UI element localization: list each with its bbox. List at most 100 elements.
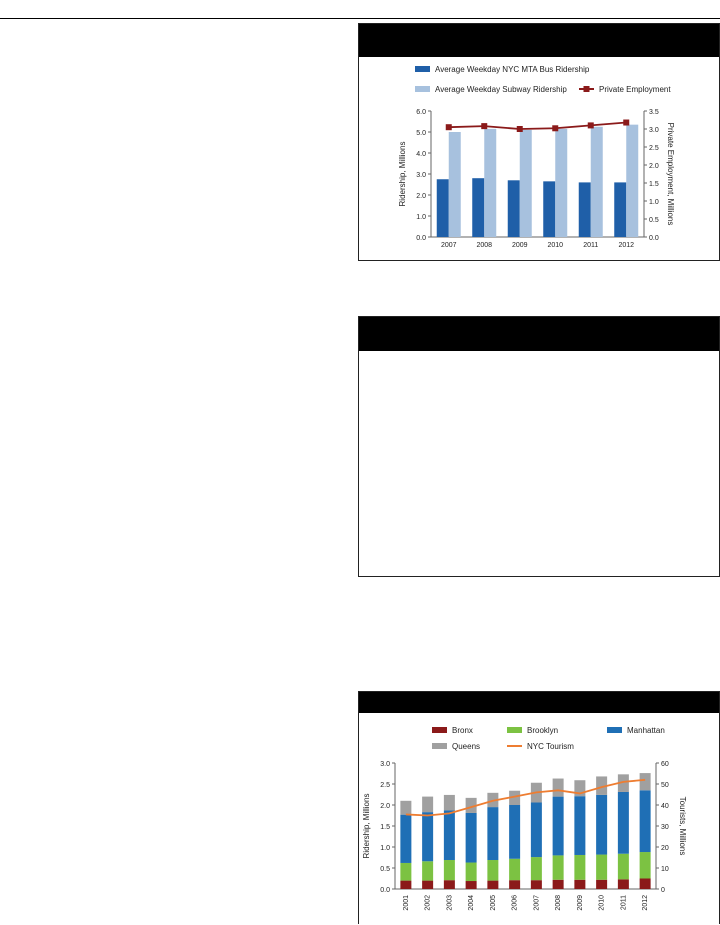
bar-manhattan-2008 xyxy=(552,796,564,856)
y-tick-label: 6.0 xyxy=(416,109,426,116)
legend-swatch-average-weekday-subway-ridership xyxy=(415,86,430,92)
bar-bronx-2004 xyxy=(465,881,477,889)
bar-brooklyn-2012 xyxy=(639,852,651,879)
legend-swatch-manhattan xyxy=(607,727,622,733)
bar-queens-2012 xyxy=(639,773,651,791)
point-private-employment-2009 xyxy=(516,126,523,132)
y2-tick-label: 50 xyxy=(661,782,669,789)
x-tick-label: 2011 xyxy=(620,895,627,910)
y-tick-label: 0.0 xyxy=(416,235,426,242)
bar-brooklyn-2011 xyxy=(617,853,629,880)
legend-swatch-brooklyn xyxy=(507,727,522,733)
bar-brooklyn-2006 xyxy=(509,858,521,881)
legend-label-average-weekday-nyc-mta-bus-ridership: Average Weekday NYC MTA Bus Ridership xyxy=(435,65,590,74)
y-tick-label: 2.0 xyxy=(380,803,390,810)
bar-manhattan-2009 xyxy=(574,796,586,855)
bar-queens-2001 xyxy=(400,800,412,815)
y-tick-label: 0.5 xyxy=(380,866,390,873)
bar-bronx-2010 xyxy=(596,879,608,889)
bar-manhattan-2010 xyxy=(596,794,608,855)
bar-brooklyn-2007 xyxy=(530,857,542,881)
bar-queens-2002 xyxy=(422,796,434,813)
bar-bronx-2007 xyxy=(530,880,542,889)
x-tick-label: 2007 xyxy=(533,895,540,911)
bar-average-weekday-subway-ridership-2011 xyxy=(590,126,603,237)
line-private-employment xyxy=(448,121,627,130)
y2-tick-label: 2.5 xyxy=(649,145,659,152)
bar-bronx-2001 xyxy=(400,880,412,889)
bar-average-weekday-nyc-mta-bus-ridership-2007 xyxy=(436,179,449,237)
legend-label-private-employment: Private Employment xyxy=(599,85,671,94)
bar-brooklyn-2009 xyxy=(574,854,586,880)
ridership-employment-chart: Average Weekday NYC MTA Bus Ridership Ave… xyxy=(398,65,675,249)
x-tick-label: 2007 xyxy=(441,242,457,249)
bar-manhattan-2001 xyxy=(400,814,412,863)
y2-tick-label: 3.0 xyxy=(649,127,659,134)
bar-bronx-2011 xyxy=(617,879,629,889)
y-tick-label: 1.0 xyxy=(416,214,426,221)
y2-tick-label: 40 xyxy=(661,803,669,810)
y2-axis-title: Tourists, Millions xyxy=(678,797,687,856)
x-tick-label: 2004 xyxy=(468,895,475,911)
panel-header-bar xyxy=(359,317,719,351)
bar-average-weekday-nyc-mta-bus-ridership-2008 xyxy=(472,178,485,237)
y2-tick-label: 2.0 xyxy=(649,163,659,170)
bar-bronx-2008 xyxy=(552,879,564,889)
legend-label-average-weekday-subway-ridership: Average Weekday Subway Ridership xyxy=(435,85,567,94)
bar-average-weekday-nyc-mta-bus-ridership-2010 xyxy=(543,181,556,237)
y2-tick-label: 0.0 xyxy=(649,235,659,242)
bar-queens-2003 xyxy=(443,794,455,811)
legend-label-manhattan: Manhattan xyxy=(627,726,665,735)
y-tick-label: 1.5 xyxy=(380,824,390,831)
point-private-employment-2008 xyxy=(481,123,488,130)
bar-manhattan-2011 xyxy=(617,791,629,854)
x-tick-label: 2012 xyxy=(618,242,634,249)
legend-marker-private-employment xyxy=(583,86,590,92)
x-tick-label: 2005 xyxy=(490,895,497,911)
chart-panel-ridership-employment: Average Weekday NYC MTA Bus Ridership Ave… xyxy=(358,23,720,261)
y2-tick-label: 10 xyxy=(661,866,669,873)
panel-header-bar xyxy=(359,24,719,57)
bar-brooklyn-2003 xyxy=(443,860,455,881)
bar-average-weekday-subway-ridership-2007 xyxy=(448,132,461,237)
y2-tick-label: 20 xyxy=(661,845,669,852)
y2-tick-label: 30 xyxy=(661,824,669,831)
x-tick-label: 2012 xyxy=(642,895,649,911)
bar-bronx-2012 xyxy=(639,878,651,889)
bar-manhattan-2007 xyxy=(530,802,542,858)
x-tick-label: 2009 xyxy=(577,895,584,911)
y-tick-label: 3.0 xyxy=(380,761,390,768)
empty-panel xyxy=(358,316,720,577)
point-private-employment-2007 xyxy=(445,124,452,131)
point-private-employment-2011 xyxy=(587,122,594,129)
y2-axis-title: Private Employment, Millions xyxy=(666,123,675,226)
bar-bronx-2009 xyxy=(574,879,586,889)
bar-average-weekday-nyc-mta-bus-ridership-2012 xyxy=(614,182,627,237)
bar-queens-2010 xyxy=(596,776,608,795)
x-tick-label: 2006 xyxy=(512,895,519,911)
line-nyc-tourism xyxy=(405,778,646,817)
bar-bronx-2003 xyxy=(443,880,455,889)
x-tick-label: 2008 xyxy=(476,242,492,249)
bar-manhattan-2012 xyxy=(639,790,651,853)
x-tick-label: 2010 xyxy=(599,895,606,911)
bar-average-weekday-nyc-mta-bus-ridership-2011 xyxy=(578,182,591,237)
legend-swatch-average-weekday-nyc-mta-bus-ridership xyxy=(415,66,430,72)
borough-ridership-tourism-chart: Bronx Brooklyn Manhattan Queens NYC Tourism 0… xyxy=(362,726,687,911)
y2-tick-label: 3.5 xyxy=(649,109,659,116)
bar-average-weekday-subway-ridership-2012 xyxy=(626,124,639,237)
y-tick-label: 3.0 xyxy=(416,172,426,179)
y-tick-label: 5.0 xyxy=(416,130,426,137)
legend-label-brooklyn: Brooklyn xyxy=(527,726,558,735)
x-tick-label: 2010 xyxy=(547,242,563,249)
bar-average-weekday-nyc-mta-bus-ridership-2009 xyxy=(507,180,520,237)
bar-brooklyn-2005 xyxy=(487,860,499,881)
bar-manhattan-2004 xyxy=(465,812,477,863)
bar-bronx-2006 xyxy=(509,880,521,889)
y-tick-label: 0.0 xyxy=(380,887,390,894)
y2-tick-label: 1.0 xyxy=(649,199,659,206)
bar-brooklyn-2010 xyxy=(596,854,608,880)
bar-queens-2011 xyxy=(617,774,629,792)
point-private-employment-2012 xyxy=(623,119,630,126)
bar-queens-2009 xyxy=(574,780,586,797)
